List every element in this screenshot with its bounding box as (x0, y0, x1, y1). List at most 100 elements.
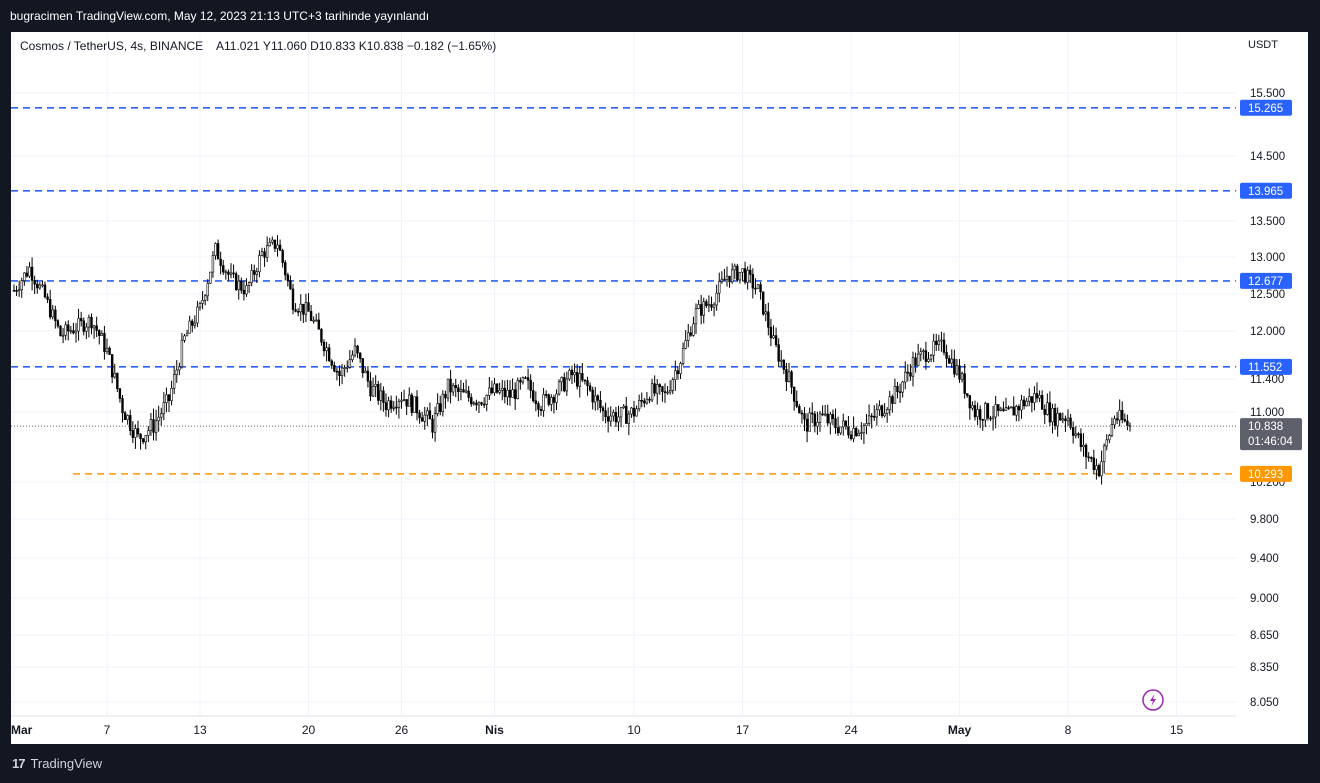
candle (635, 405, 638, 417)
candle (203, 294, 207, 306)
candle (764, 303, 767, 322)
chart-frame[interactable]: 15.500 14.500 13.500 13.000 12.500 12.000 11.4… (11, 32, 1308, 744)
candle (625, 396, 628, 424)
candle (575, 364, 579, 390)
price-axis[interactable]: 15.500 14.500 13.500 13.000 12.500 12.000 11.4… (1236, 32, 1308, 744)
candle (1079, 428, 1083, 452)
candle (338, 365, 341, 386)
tradingview-logo-icon: 17 (12, 756, 26, 771)
candle (754, 278, 757, 295)
candle (1110, 417, 1114, 438)
candle (126, 414, 129, 425)
chart-legend-ohlc: A11.021 Y11.060 D10.833 K10.838 −0.182 (… (216, 39, 496, 53)
candle (271, 236, 274, 245)
candle (312, 316, 315, 324)
candle (878, 400, 881, 416)
candle (33, 275, 36, 295)
candle (681, 342, 685, 366)
candle (188, 315, 191, 334)
candle (493, 377, 496, 396)
candle (1095, 458, 1098, 480)
candle (519, 377, 522, 390)
candle (849, 430, 853, 441)
candle (829, 411, 832, 435)
candle (100, 330, 104, 336)
candle (87, 314, 91, 338)
candle (1002, 401, 1005, 412)
publish-info: bugracimen TradingView.com, May 12, 2023… (10, 9, 430, 23)
horizontal-levels[interactable] (11, 107, 1238, 475)
candle (178, 362, 181, 376)
candle (947, 355, 951, 364)
candle (648, 396, 651, 404)
time-tick-label: 7 (104, 723, 111, 737)
candle (1084, 443, 1088, 470)
candle (563, 372, 566, 393)
candle (348, 350, 352, 369)
candle (1040, 390, 1044, 410)
candle (54, 305, 57, 329)
candle (640, 392, 643, 408)
candle (397, 398, 401, 419)
tradingview-brand[interactable]: 17 TradingView (12, 756, 102, 771)
candle (733, 263, 736, 280)
candle (134, 424, 137, 449)
candle (741, 268, 744, 282)
candle (891, 394, 894, 413)
candle (501, 379, 504, 401)
candle (245, 278, 248, 297)
candle (622, 404, 625, 410)
candle (875, 403, 879, 426)
candle (831, 409, 835, 426)
candle (299, 294, 302, 321)
candle (410, 392, 414, 417)
candle (702, 297, 705, 324)
candle (1115, 411, 1119, 425)
candle (253, 264, 256, 281)
candle (1066, 409, 1070, 426)
candle (1009, 406, 1013, 409)
candle (663, 383, 667, 403)
candle (751, 268, 755, 299)
candle (924, 341, 928, 370)
candle (612, 409, 615, 422)
candle (428, 402, 432, 420)
candle (353, 338, 357, 358)
candle (1071, 421, 1075, 444)
candle (981, 418, 984, 431)
candle (710, 296, 713, 311)
candle (302, 303, 305, 323)
candle (953, 349, 956, 378)
candle (1004, 397, 1008, 411)
time-axis[interactable]: Mar 7 13 20 26 Nis 10 17 24 May 8 15 (11, 723, 1183, 737)
time-tick-label: 17 (736, 723, 750, 737)
candle (808, 407, 811, 432)
candle (320, 328, 323, 346)
candle (542, 388, 545, 417)
candle (377, 380, 380, 405)
price-chart[interactable]: 15.500 14.500 13.500 13.000 12.500 12.000 11.4… (11, 32, 1308, 744)
price-tick-label: 11.000 (1250, 407, 1284, 419)
candle (521, 376, 525, 385)
candle (317, 312, 321, 330)
candle (454, 378, 457, 398)
candle (1082, 433, 1085, 457)
candle (780, 350, 783, 367)
candle (444, 390, 447, 409)
candle (922, 348, 925, 360)
candle (79, 311, 83, 327)
candle (599, 391, 602, 413)
candle (769, 318, 773, 347)
candle (870, 413, 873, 429)
candle (699, 294, 703, 325)
candle (550, 394, 553, 412)
candle (175, 360, 178, 383)
candle (113, 363, 116, 379)
candle (85, 322, 88, 340)
candle (738, 271, 742, 284)
candle (490, 380, 494, 395)
candle (405, 399, 408, 416)
candle (506, 379, 509, 406)
candle (116, 372, 119, 392)
lightning-icon[interactable] (1142, 689, 1164, 711)
